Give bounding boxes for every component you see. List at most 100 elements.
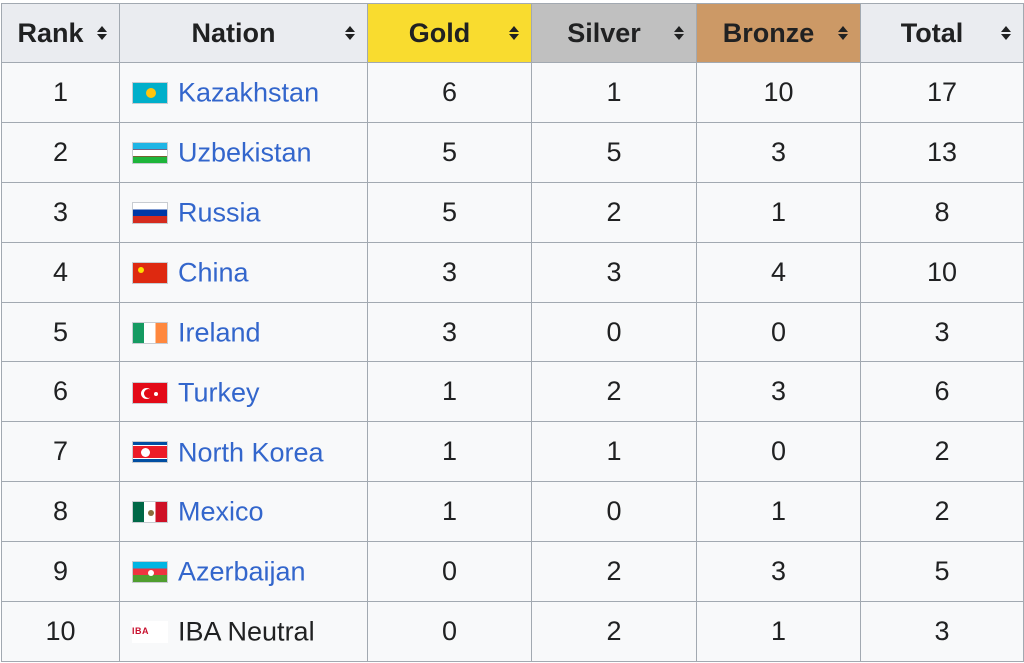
ireland-flag-icon: [132, 321, 168, 344]
total-count-cell: 10: [860, 241, 1024, 303]
nation-cell: Russia: [119, 181, 368, 243]
rank-cell: 2: [1, 121, 120, 183]
nation-cell: Ireland: [119, 301, 368, 363]
bronze-count-cell: 0: [696, 301, 861, 363]
nation-cell: IBA IBA Neutral: [119, 601, 368, 662]
nation-link[interactable]: Azerbaijan: [178, 556, 306, 587]
iba-flag-icon: IBA: [132, 621, 168, 644]
gold-count-cell: 1: [367, 361, 532, 423]
total-count-cell: 8: [860, 181, 1024, 243]
bronze-count-cell: 1: [696, 601, 861, 662]
nation-cell: North Korea: [119, 421, 368, 483]
total-count-cell: 5: [860, 541, 1024, 603]
rank-cell: 1: [1, 62, 120, 123]
total-count-cell: 13: [860, 121, 1024, 183]
table-row: 2 Uzbekistan 5 5 3 13: [1, 121, 1024, 183]
nation-link[interactable]: Ireland: [178, 317, 261, 348]
medal-table: Rank Nation Gold Silver Bronze Total 1 Ka…: [1, 3, 1024, 662]
sort-arrows-icon[interactable]: [1001, 26, 1011, 40]
header-row: Rank Nation Gold Silver Bronze Total: [1, 3, 1024, 63]
nation-cell: China: [119, 241, 368, 303]
silver-count-cell: 1: [531, 62, 697, 123]
silver-count-cell: 2: [531, 361, 697, 423]
table-row: 8 Mexico 1 0 1 2: [1, 481, 1024, 543]
table-row: 9 Azerbaijan 0 2 3 5: [1, 541, 1024, 603]
rank-cell: 6: [1, 361, 120, 423]
gold-count-cell: 3: [367, 241, 532, 303]
rank-cell: 4: [1, 241, 120, 303]
nation-link[interactable]: Russia: [178, 197, 261, 228]
russia-flag-icon: [132, 201, 168, 224]
total-header-label: Total: [900, 17, 964, 48]
nation-link[interactable]: Mexico: [178, 496, 264, 527]
total-count-cell: 17: [860, 62, 1024, 123]
gold-count-cell: 1: [367, 421, 532, 483]
sort-arrows-icon[interactable]: [674, 26, 684, 40]
table-row: 3 Russia 5 2 1 8: [1, 181, 1024, 243]
north-korea-flag-icon: [132, 441, 168, 464]
nation-cell: Turkey: [119, 361, 368, 423]
total-count-cell: 2: [860, 481, 1024, 543]
nation-cell: Uzbekistan: [119, 121, 368, 183]
rank-cell: 7: [1, 421, 120, 483]
rank-cell: 3: [1, 181, 120, 243]
gold-column-header[interactable]: Gold: [367, 3, 532, 63]
bronze-count-cell: 3: [696, 121, 861, 183]
table-row: 7 North Korea 1 1 0 2: [1, 421, 1024, 483]
total-count-cell: 6: [860, 361, 1024, 423]
silver-count-cell: 3: [531, 241, 697, 303]
total-count-cell: 3: [860, 601, 1024, 662]
nation-link[interactable]: North Korea: [178, 436, 324, 467]
nation-label: IBA Neutral: [178, 616, 315, 647]
silver-count-cell: 1: [531, 421, 697, 483]
gold-count-cell: 0: [367, 601, 532, 662]
silver-count-cell: 2: [531, 541, 697, 603]
silver-count-cell: 2: [531, 181, 697, 243]
gold-count-cell: 1: [367, 481, 532, 543]
bronze-count-cell: 1: [696, 181, 861, 243]
sort-arrows-icon[interactable]: [345, 26, 355, 40]
gold-count-cell: 0: [367, 541, 532, 603]
bronze-header-label: Bronze: [722, 17, 815, 48]
table-row: 4 China 3 3 4 10: [1, 241, 1024, 303]
gold-count-cell: 5: [367, 121, 532, 183]
uzbekistan-flag-icon: [132, 142, 168, 165]
rank-column-header[interactable]: Rank: [1, 3, 120, 63]
gold-count-cell: 6: [367, 62, 532, 123]
table-row: 5 Ireland 3 0 0 3: [1, 301, 1024, 363]
nation-link[interactable]: Uzbekistan: [178, 137, 312, 168]
silver-count-cell: 0: [531, 481, 697, 543]
table-row: 1 Kazakhstan 6 1 10 17: [1, 62, 1024, 123]
silver-column-header[interactable]: Silver: [531, 3, 697, 63]
bronze-count-cell: 4: [696, 241, 861, 303]
rank-cell: 5: [1, 301, 120, 363]
nation-link[interactable]: Turkey: [178, 377, 260, 408]
nation-cell: Kazakhstan: [119, 62, 368, 123]
silver-count-cell: 2: [531, 601, 697, 662]
nation-column-header[interactable]: Nation: [119, 3, 368, 63]
table-row: 10 IBA IBA Neutral 0 2 1 3: [1, 601, 1024, 662]
nation-cell: Azerbaijan: [119, 541, 368, 603]
gold-count-cell: 5: [367, 181, 532, 243]
turkey-flag-icon: [132, 381, 168, 404]
bronze-count-cell: 10: [696, 62, 861, 123]
bronze-count-cell: 0: [696, 421, 861, 483]
sort-arrows-icon[interactable]: [838, 26, 848, 40]
gold-count-cell: 3: [367, 301, 532, 363]
azerbaijan-flag-icon: [132, 561, 168, 584]
kazakhstan-flag-icon: [132, 82, 168, 105]
rank-cell: 10: [1, 601, 120, 662]
nation-cell: Mexico: [119, 481, 368, 543]
bronze-column-header[interactable]: Bronze: [696, 3, 861, 63]
nation-link[interactable]: Kazakhstan: [178, 77, 320, 108]
nation-link[interactable]: China: [178, 257, 249, 288]
total-column-header[interactable]: Total: [860, 3, 1024, 63]
gold-header-label: Gold: [408, 17, 471, 48]
bronze-count-cell: 3: [696, 541, 861, 603]
silver-header-label: Silver: [567, 17, 641, 48]
silver-count-cell: 5: [531, 121, 697, 183]
rank-cell: 9: [1, 541, 120, 603]
sort-arrows-icon[interactable]: [97, 26, 107, 40]
sort-arrows-icon[interactable]: [509, 26, 519, 40]
silver-count-cell: 0: [531, 301, 697, 363]
